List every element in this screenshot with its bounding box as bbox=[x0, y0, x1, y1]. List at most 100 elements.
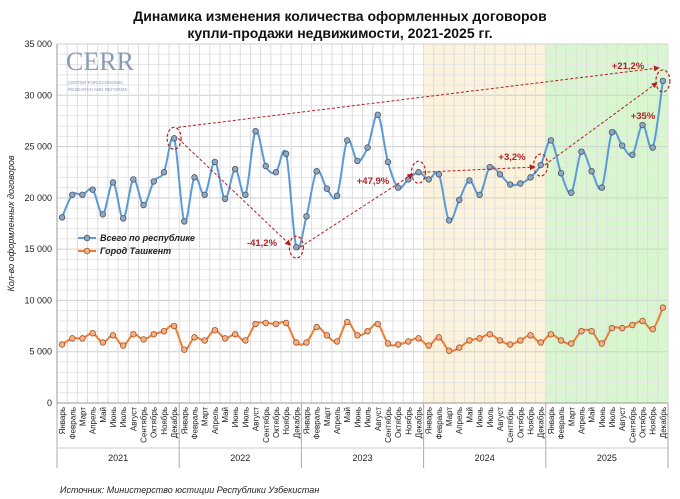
x-tick-label-month: Март bbox=[78, 407, 87, 426]
annotation-arrow-2 bbox=[422, 164, 536, 173]
data-point-0-37 bbox=[435, 171, 443, 178]
annotation-label-4: +21,2% bbox=[612, 61, 645, 72]
x-tick-label-month: Октябрь bbox=[516, 407, 525, 438]
data-point-1-3 bbox=[89, 330, 96, 337]
data-point-1-51 bbox=[578, 328, 585, 335]
data-point-1-43 bbox=[496, 337, 504, 344]
data-point-0-44 bbox=[506, 181, 514, 188]
data-point-1-22 bbox=[282, 319, 290, 327]
x-tick-label-month: Май bbox=[343, 407, 352, 423]
data-point-1-1 bbox=[69, 335, 76, 342]
data-point-0-27 bbox=[333, 192, 341, 200]
x-tick-label-month: Май bbox=[99, 407, 108, 423]
x-tick-label-month: Апрель bbox=[333, 407, 342, 434]
data-point-0-33 bbox=[394, 184, 402, 191]
data-point-1-21 bbox=[272, 320, 280, 328]
data-point-0-59 bbox=[659, 77, 667, 85]
data-point-0-52 bbox=[588, 167, 595, 175]
annotation-label-0: -41,2% bbox=[247, 238, 278, 249]
x-tick-label-month: Декабрь bbox=[537, 407, 546, 438]
x-tick-label-month: Июль bbox=[364, 407, 373, 427]
data-point-1-53 bbox=[598, 340, 606, 347]
x-tick-label-month: Январь bbox=[547, 407, 556, 434]
data-point-1-50 bbox=[568, 340, 575, 347]
data-point-1-41 bbox=[476, 335, 483, 342]
x-tick-label-month: Ноябрь bbox=[160, 407, 169, 435]
data-point-0-1 bbox=[69, 191, 76, 198]
data-point-0-34 bbox=[405, 176, 412, 183]
y-tick-label: 35 000 bbox=[24, 39, 52, 49]
data-point-1-55 bbox=[618, 324, 626, 332]
data-point-1-52 bbox=[588, 328, 595, 335]
data-point-0-24 bbox=[303, 213, 310, 220]
data-point-1-6 bbox=[119, 342, 127, 349]
data-point-0-23 bbox=[293, 243, 300, 251]
data-point-0-7 bbox=[130, 176, 137, 183]
x-tick-label-month: Июль bbox=[241, 407, 250, 427]
x-tick-label-month: Январь bbox=[180, 407, 189, 434]
data-point-0-18 bbox=[242, 191, 249, 198]
data-point-1-42 bbox=[486, 331, 493, 338]
data-point-1-18 bbox=[242, 337, 249, 344]
data-point-1-7 bbox=[130, 331, 137, 338]
highlight-ellipse bbox=[655, 69, 671, 93]
data-point-1-57 bbox=[639, 317, 646, 325]
x-tick-label-month: Февраль bbox=[68, 407, 77, 440]
annotation-arrow-1 bbox=[300, 173, 414, 248]
y-tick-label: 30 000 bbox=[24, 90, 52, 100]
annotation-arrow-4 bbox=[178, 65, 660, 128]
data-point-0-54 bbox=[608, 129, 616, 136]
x-tick-label-month: Октябрь bbox=[639, 407, 648, 438]
x-tick-label-month: Ноябрь bbox=[404, 407, 413, 435]
chart-title-line2: купли-продажи недвижимости, 2021-2025 гг… bbox=[187, 25, 493, 41]
x-tick-label-month: Октябрь bbox=[272, 407, 281, 438]
x-tick-label-month: Июнь bbox=[109, 407, 118, 427]
data-point-1-13 bbox=[191, 334, 198, 341]
data-point-1-56 bbox=[629, 321, 636, 329]
data-point-1-47 bbox=[537, 339, 544, 346]
data-point-0-28 bbox=[344, 137, 351, 144]
data-point-0-10 bbox=[160, 169, 168, 176]
data-point-0-2 bbox=[79, 191, 86, 198]
data-point-1-10 bbox=[160, 328, 168, 335]
data-point-1-0 bbox=[58, 341, 66, 348]
data-point-1-12 bbox=[181, 346, 188, 353]
data-point-1-58 bbox=[649, 325, 656, 333]
annotation-arrow-0 bbox=[177, 138, 292, 246]
data-point-0-26 bbox=[323, 185, 331, 192]
x-tick-label-month: Июнь bbox=[231, 407, 240, 427]
data-point-1-54 bbox=[608, 324, 616, 332]
data-point-1-11 bbox=[170, 322, 178, 330]
annotation-label-3: +35% bbox=[631, 111, 656, 122]
highlight-ellipse bbox=[166, 126, 182, 150]
data-point-1-2 bbox=[79, 335, 86, 342]
y-tick-label: 0 bbox=[47, 398, 52, 408]
data-point-1-26 bbox=[323, 332, 331, 339]
x-tick-label-month: Май bbox=[221, 407, 230, 423]
data-point-1-32 bbox=[384, 340, 392, 347]
data-point-1-33 bbox=[394, 341, 402, 348]
y-axis-label: Кол-во оформленных договоров bbox=[6, 155, 16, 291]
x-tick-label-month: Июнь bbox=[476, 407, 485, 427]
data-point-0-25 bbox=[313, 167, 320, 175]
data-point-1-31 bbox=[374, 320, 381, 328]
data-point-0-38 bbox=[445, 217, 453, 224]
data-point-1-16 bbox=[221, 335, 229, 342]
annotation-arrow-3 bbox=[544, 82, 658, 166]
data-point-1-9 bbox=[150, 331, 157, 338]
data-point-1-19 bbox=[252, 320, 259, 328]
data-point-0-47 bbox=[537, 161, 544, 169]
x-tick-label-month: Март bbox=[323, 407, 332, 426]
data-point-1-4 bbox=[99, 339, 107, 346]
data-point-0-9 bbox=[150, 178, 157, 185]
x-year-label-2021: 2021 bbox=[108, 453, 128, 463]
y-tick-label: 15 000 bbox=[24, 244, 52, 254]
data-point-1-30 bbox=[364, 328, 371, 335]
data-point-1-28 bbox=[344, 318, 351, 326]
x-tick-label-month: Апрель bbox=[211, 407, 220, 434]
x-tick-label-month: Март bbox=[445, 407, 454, 426]
x-tick-label-month: Август bbox=[129, 407, 138, 431]
x-tick-label-month: Апрель bbox=[455, 407, 464, 434]
x-tick-label-month: Январь bbox=[58, 407, 67, 434]
